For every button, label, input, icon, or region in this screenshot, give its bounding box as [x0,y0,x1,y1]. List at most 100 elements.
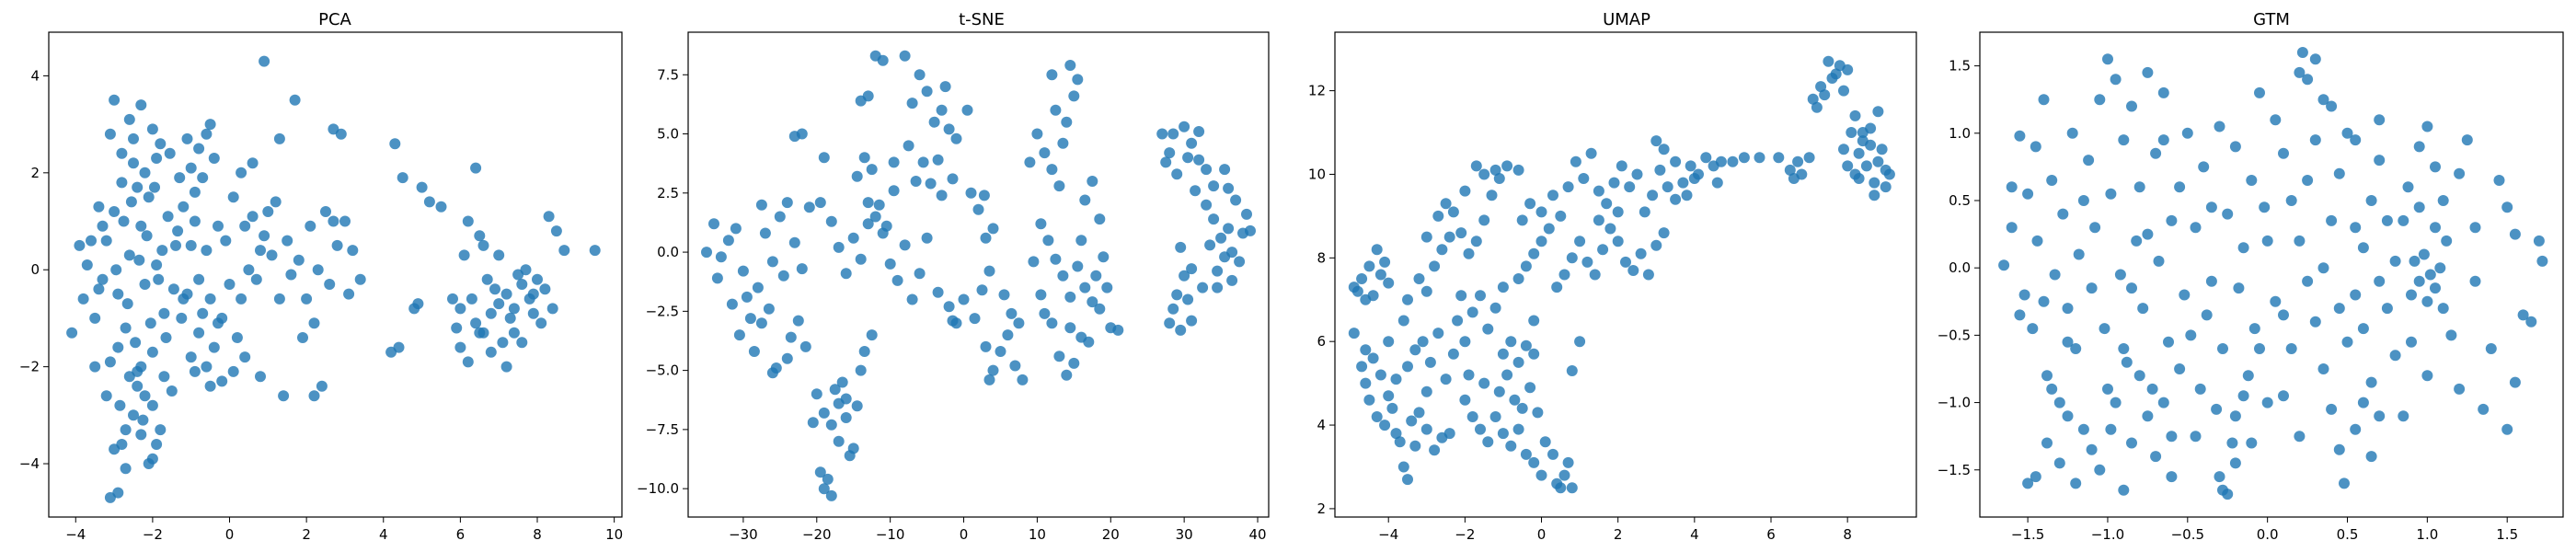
data-point [2110,397,2122,408]
y-tick-label: 0 [30,261,40,278]
data-point [546,303,558,315]
data-point [500,361,512,373]
data-point [2190,431,2202,443]
data-point [1558,269,1570,281]
data-point [947,315,959,327]
data-point [2478,403,2490,415]
data-point [811,388,822,400]
x-tick-label: 8 [533,526,542,543]
data-point [873,199,885,211]
data-point [1417,336,1429,348]
data-point [2326,100,2338,112]
data-point [1186,263,1198,275]
data-point [1053,351,1065,362]
data-point [135,220,147,232]
data-point [454,341,466,353]
data-point [2418,248,2430,260]
data-point [1455,227,1467,239]
data-point [1413,273,1425,284]
data-point [2357,242,2369,254]
data-point [1463,369,1475,381]
data-point [259,230,270,242]
data-point [520,264,532,276]
data-point [1520,260,1532,272]
x-tick-label: −4 [65,526,86,543]
data-point [305,220,316,232]
data-point [2114,269,2126,281]
data-point [335,128,347,140]
data-point [2421,295,2433,307]
data-point [508,327,520,339]
data-point [2038,295,2050,307]
data-point [1190,185,1202,197]
y-tick-label: 7.5 [657,66,679,83]
data-point [2309,316,2321,328]
data-point [978,190,990,201]
data-point [1402,361,1413,373]
panel-umap: UMAP −4 −2 0 2 4 6 8 2 4 6 8 10 12 [1308,10,1917,543]
data-point [1516,402,1528,414]
data-point [1420,423,1432,435]
data-point [1512,164,1524,176]
data-point [2142,410,2154,422]
data-point [1164,147,1176,159]
data-point [153,273,165,285]
data-point [1171,168,1183,180]
data-point [2461,134,2473,146]
data-point [516,279,528,290]
data-point [2437,195,2449,206]
data-point [239,351,251,363]
data-point [1566,365,1578,376]
x-tick-label: −2 [1455,526,1475,543]
data-point [155,424,167,436]
data-point [958,293,970,305]
y-tick-label: −4 [19,455,40,472]
x-tick-label: 10 [1029,526,1046,543]
data-point [1608,177,1620,189]
data-point [1193,154,1205,166]
data-point [2381,214,2393,226]
data-point [1039,307,1051,319]
data-point [167,283,179,295]
data-point [2285,195,2297,206]
data-point [2485,343,2497,354]
data-point [866,329,878,341]
data-point [1509,394,1521,406]
data-point [1803,152,1815,164]
data-point [135,99,147,111]
data-point [914,69,926,81]
data-point [844,450,856,462]
data-point [1539,436,1551,448]
data-point [1555,210,1567,222]
data-point [1371,411,1383,422]
data-point [1872,155,1884,167]
data-point [2317,94,2329,106]
data-point [928,116,940,128]
data-point [100,235,112,247]
data-point [2118,134,2130,146]
x-tick-label: 0 [1537,526,1547,543]
data-point [1670,155,1682,167]
panel-title-tsne: t-SNE [959,10,1005,29]
data-point [504,312,516,324]
data-point [2022,477,2034,489]
data-point [133,254,145,266]
data-point [2317,363,2329,374]
data-point [1570,155,1581,167]
data-point [1876,144,1888,155]
data-point [143,191,155,203]
data-point [213,220,224,232]
data-point [532,273,543,285]
data-point [1409,440,1421,452]
data-point [385,346,397,358]
data-point [2254,343,2265,354]
data-point [227,365,239,377]
panel-title-umap: UMAP [1603,10,1650,29]
data-point [921,86,933,98]
data-point [2365,195,2377,206]
data-point [2163,336,2174,348]
data-point [197,307,209,319]
data-point [1811,101,1823,113]
data-point [995,346,1006,357]
data-point [120,322,132,334]
